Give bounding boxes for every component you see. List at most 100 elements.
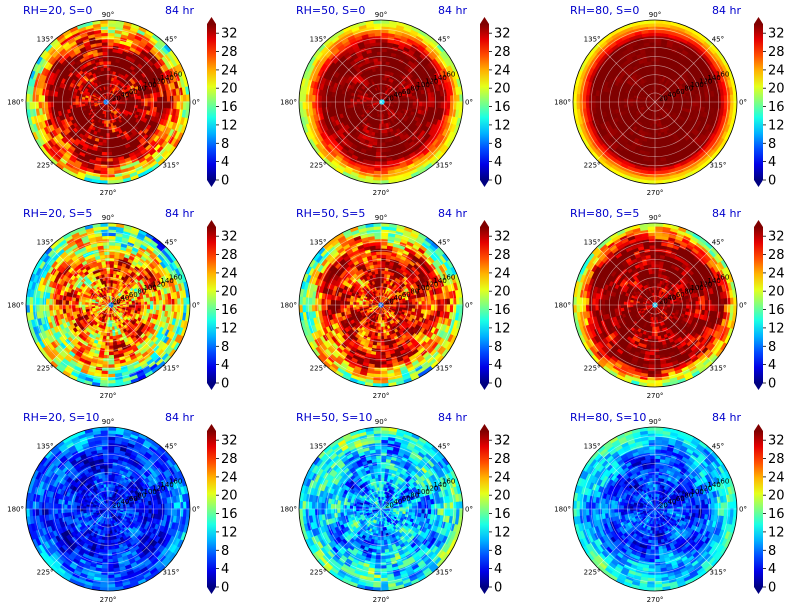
heatmap-cell [147,101,152,107]
heatmap-cell [654,66,659,71]
heatmap-cell [378,126,383,131]
heatmap-cell [106,66,111,71]
polar-grid [299,20,463,184]
colorbar-tick-label: 8 [494,137,502,152]
heatmap-cell [144,101,149,107]
polar-frame [25,19,191,185]
colorbar-tick-label: 16 [494,100,511,115]
heatmap-cell [381,73,385,78]
heatmap-cell [654,48,661,53]
angle-label: 225° [37,161,54,169]
heatmap-cell [102,139,108,144]
angle-label: 0° [465,99,473,107]
angle-label: 270° [100,189,117,197]
colorbar-tick-label: 4 [494,155,502,170]
heatmap-cell [343,97,348,103]
colorbar-tick-label: 20 [494,82,511,97]
angle-label: 90° [375,11,387,19]
heatmap-cell [71,98,76,103]
colorbar-max-arrow [480,17,489,24]
heatmap-cell [131,101,136,106]
heatmap-cell [686,101,691,106]
panel-title: RH=20, S=0 [23,4,92,17]
heatmap-cell [176,101,181,110]
heatmap-cell [651,129,656,134]
heatmap-cell [137,101,142,106]
colorbar-tick-label: 28 [221,45,238,60]
angle-label: 135° [310,36,327,44]
heatmap-cell [157,101,162,108]
heatmap-cell [163,101,168,109]
panel-time-label: 84 hr [438,4,467,17]
heatmap-cell [654,70,659,75]
angle-label: 180° [7,99,24,107]
colorbar-tick-label: 12 [221,118,238,133]
heatmap-cell [26,93,30,103]
heatmap-cell [619,98,624,103]
colorbar-tick-label: 8 [221,137,229,152]
angle-label: 270° [373,189,390,197]
heatmap-cell [682,101,687,106]
colorbar-tick-label: 4 [221,155,229,170]
colorbar-max-arrow [207,17,216,24]
heatmap-cell [321,95,326,103]
heatmap-cell [349,98,354,103]
heatmap-cell [340,97,345,103]
colorbar-tick-label: 24 [494,63,511,78]
colorbar-tick-label: 32 [221,27,238,42]
angle-label: 225° [310,161,327,169]
angle-label: 45° [438,36,450,44]
heatmap-cell [166,101,171,109]
heatmap-cell [101,151,108,156]
heatmap-cell [163,95,168,103]
colorbar-tick-label: 0 [221,174,229,189]
angle-label: 315° [162,161,179,169]
heatmap-cell [623,98,628,103]
heatmap-cell [106,60,112,65]
heatmap-cell [381,66,386,71]
polar-grid [26,20,190,184]
radial-tick-label: 160 [442,71,455,79]
radial-tick-label: 100 [144,81,157,89]
colorbar-tick-label: 28 [494,45,511,60]
heatmap-cell [166,95,171,103]
heatmap-cell [654,73,659,78]
heatmap-cell [409,101,414,106]
polar-panel: 20 40 60 801001201401600°45°90°135°180°225°… [280,4,510,197]
polar-panel: 20 40 60 801001201401600°45°90°135°180°225°… [7,4,237,197]
heatmap-cell [626,98,631,103]
heatmap-cell [103,129,108,134]
heatmap-cell [103,120,107,125]
heatmap-cell [107,20,117,24]
heatmap-cell [649,151,656,156]
radial-tick-label: 60 [129,88,138,96]
heatmap-cell [601,96,606,103]
radial-tick-label: 120 [152,78,165,86]
radial-tick-label: 140 [160,74,173,82]
colorbar-tick-label: 20 [221,82,238,97]
heatmap-cell [378,129,383,134]
angle-label: 0° [192,99,200,107]
heatmap-cell [336,97,342,103]
heatmap-cell [651,133,656,138]
angle-label: 45° [165,36,177,44]
radial-tick-label: 80 [137,84,146,92]
heatmap-cell [418,101,423,107]
panel-time-label: 84 hr [165,4,194,17]
heatmap-cell [380,48,387,53]
colorbar-tick-label: 16 [221,100,238,115]
radial-tick-label: 160 [169,71,182,79]
radial-tick-label: 20 [112,95,121,103]
colorbar-tick-label: 32 [494,27,511,42]
colorbar-gradient [480,24,489,180]
colorbar-min-arrow [207,180,216,187]
heatmap-cell [346,98,351,103]
heatmap-cell [613,97,618,103]
angle-label: 90° [102,11,114,19]
heatmap-cell [415,101,420,107]
angle-label: 180° [280,99,297,107]
radial-tick-label: 40 [120,91,129,99]
angle-label: 315° [435,161,452,169]
